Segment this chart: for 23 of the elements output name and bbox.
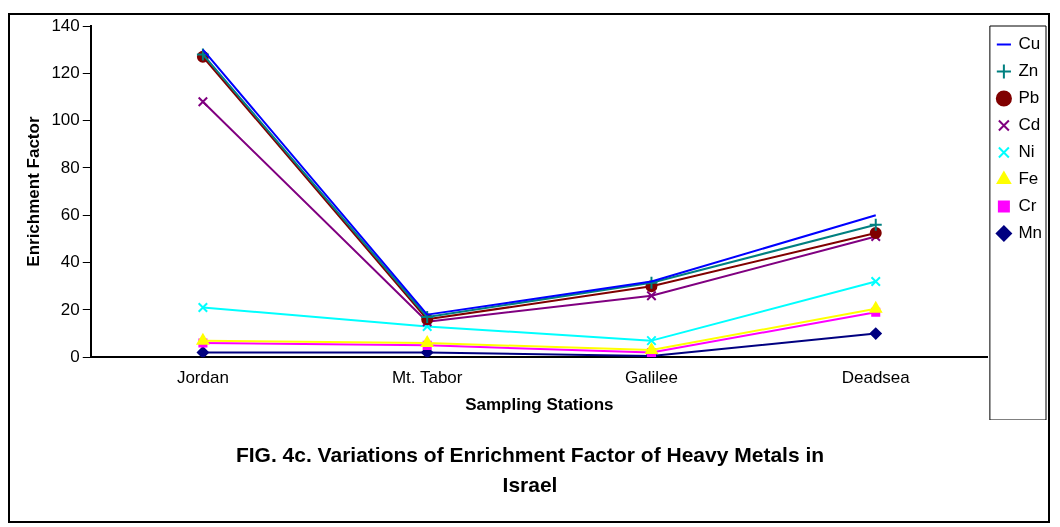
y-tick-label: 80 xyxy=(60,157,80,177)
y-tick-label: 120 xyxy=(51,63,80,82)
legend-label: Fe xyxy=(1018,169,1039,189)
legend-label: Cr xyxy=(1018,196,1037,216)
legend-label: Ni xyxy=(1018,142,1035,162)
y-tick-label: 20 xyxy=(60,299,80,319)
y-axis-title: Enrichment Factor xyxy=(23,116,43,267)
text: FIG. 4c. Variations of Enrichment Factor of Heavy Metals in Israel xyxy=(234,442,826,498)
y-tick-label: 60 xyxy=(60,204,80,224)
legend-label: Cu xyxy=(1018,34,1041,54)
legend-label: Mn xyxy=(1018,223,1043,243)
y-tick-label: 0 xyxy=(70,346,80,366)
legend-label: Zn xyxy=(1018,61,1039,81)
x-tick-label: Mt. Tabor xyxy=(391,368,463,388)
x-tick-label: Galilee xyxy=(625,368,678,388)
x-tick-label: Deadsea xyxy=(841,368,911,388)
legend-label: Cd xyxy=(1018,115,1041,135)
y-tick-label: 100 xyxy=(51,110,80,130)
x-axis-title: Sampling Stations xyxy=(465,395,614,415)
x-tick-label: Jordan xyxy=(176,368,229,388)
legend-label: Pb xyxy=(1018,88,1040,108)
y-tick-label: 40 xyxy=(60,252,80,272)
y-tick-label: 140 xyxy=(51,15,80,35)
